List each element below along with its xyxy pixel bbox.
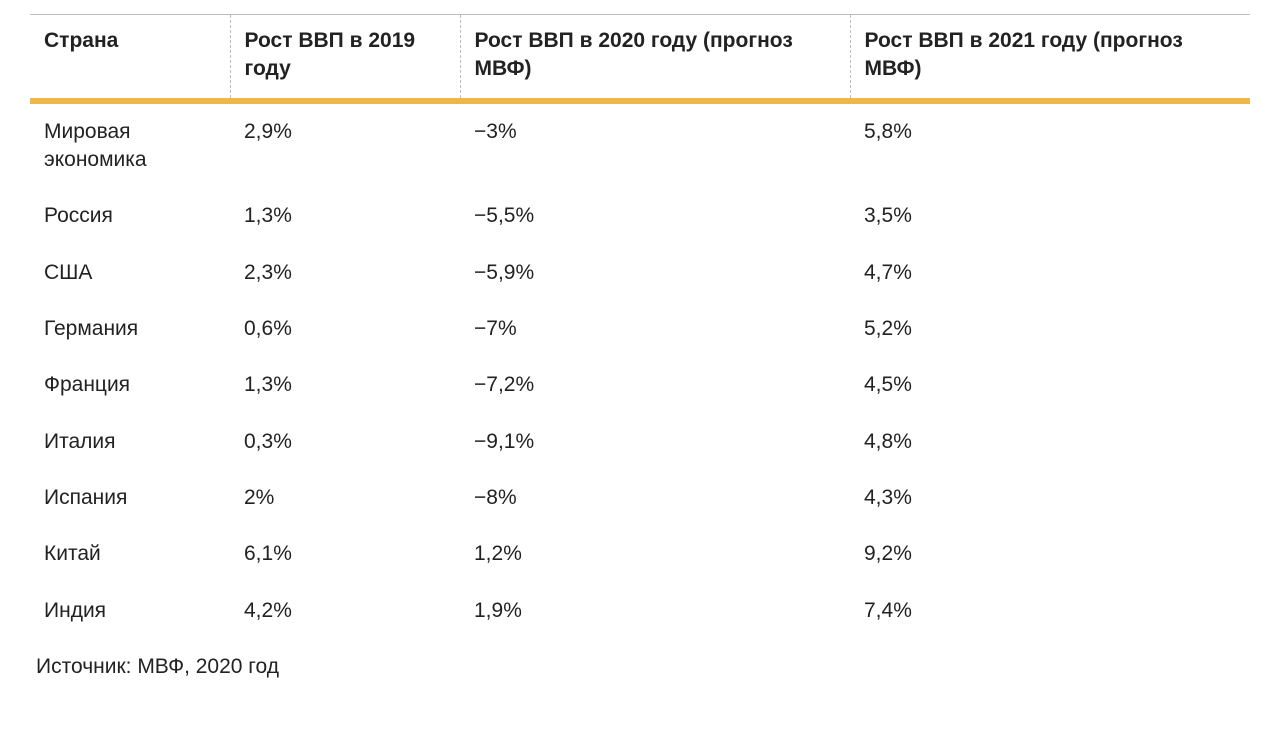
table-row: Германия 0,6% −7% 5,2%	[30, 301, 1250, 357]
cell-country: Мировая экономика	[30, 104, 230, 189]
cell-2021: 5,8%	[850, 104, 1250, 189]
cell-2020: −7%	[460, 301, 850, 357]
cell-2019: 1,3%	[230, 188, 460, 244]
cell-2019: 1,3%	[230, 357, 460, 413]
cell-2021: 4,5%	[850, 357, 1250, 413]
table-row: Россия 1,3% −5,5% 3,5%	[30, 188, 1250, 244]
table-row: Индия 4,2% 1,9% 7,4%	[30, 583, 1250, 639]
cell-2020: 1,9%	[460, 583, 850, 639]
table-row: Мировая экономика 2,9% −3% 5,8%	[30, 104, 1250, 189]
table-row: Италия 0,3% −9,1% 4,8%	[30, 414, 1250, 470]
cell-2021: 4,3%	[850, 470, 1250, 526]
gdp-table: Страна Рост ВВП в 2019 году Рост ВВП в 2…	[30, 14, 1250, 639]
cell-2019: 6,1%	[230, 526, 460, 582]
cell-country: Италия	[30, 414, 230, 470]
cell-2020: −9,1%	[460, 414, 850, 470]
cell-country: Германия	[30, 301, 230, 357]
cell-2021: 3,5%	[850, 188, 1250, 244]
cell-2019: 0,3%	[230, 414, 460, 470]
table-header: Страна Рост ВВП в 2019 году Рост ВВП в 2…	[30, 15, 1250, 98]
column-header: Рост ВВП в 2021 году (прогноз МВФ)	[850, 15, 1250, 98]
cell-2019: 2,9%	[230, 104, 460, 189]
source-label: Источник: МВФ, 2020 год	[30, 639, 1250, 679]
cell-2020: 1,2%	[460, 526, 850, 582]
table-row: Франция 1,3% −7,2% 4,5%	[30, 357, 1250, 413]
cell-2019: 4,2%	[230, 583, 460, 639]
cell-2019: 0,6%	[230, 301, 460, 357]
column-header: Страна	[30, 15, 230, 98]
cell-2020: −5,5%	[460, 188, 850, 244]
page: Страна Рост ВВП в 2019 году Рост ВВП в 2…	[0, 0, 1280, 699]
table-row: Китай 6,1% 1,2% 9,2%	[30, 526, 1250, 582]
cell-2019: 2,3%	[230, 245, 460, 301]
column-header: Рост ВВП в 2020 году (прогноз МВФ)	[460, 15, 850, 98]
cell-2021: 9,2%	[850, 526, 1250, 582]
cell-2021: 5,2%	[850, 301, 1250, 357]
column-header: Рост ВВП в 2019 году	[230, 15, 460, 98]
cell-country: Россия	[30, 188, 230, 244]
cell-2021: 4,7%	[850, 245, 1250, 301]
cell-2020: −8%	[460, 470, 850, 526]
cell-2020: −7,2%	[460, 357, 850, 413]
table-row: США 2,3% −5,9% 4,7%	[30, 245, 1250, 301]
cell-country: Франция	[30, 357, 230, 413]
cell-2020: −5,9%	[460, 245, 850, 301]
cell-2021: 4,8%	[850, 414, 1250, 470]
cell-2021: 7,4%	[850, 583, 1250, 639]
cell-2019: 2%	[230, 470, 460, 526]
cell-2020: −3%	[460, 104, 850, 189]
cell-country: Китай	[30, 526, 230, 582]
cell-country: Испания	[30, 470, 230, 526]
table-row: Испания 2% −8% 4,3%	[30, 470, 1250, 526]
cell-country: США	[30, 245, 230, 301]
cell-country: Индия	[30, 583, 230, 639]
